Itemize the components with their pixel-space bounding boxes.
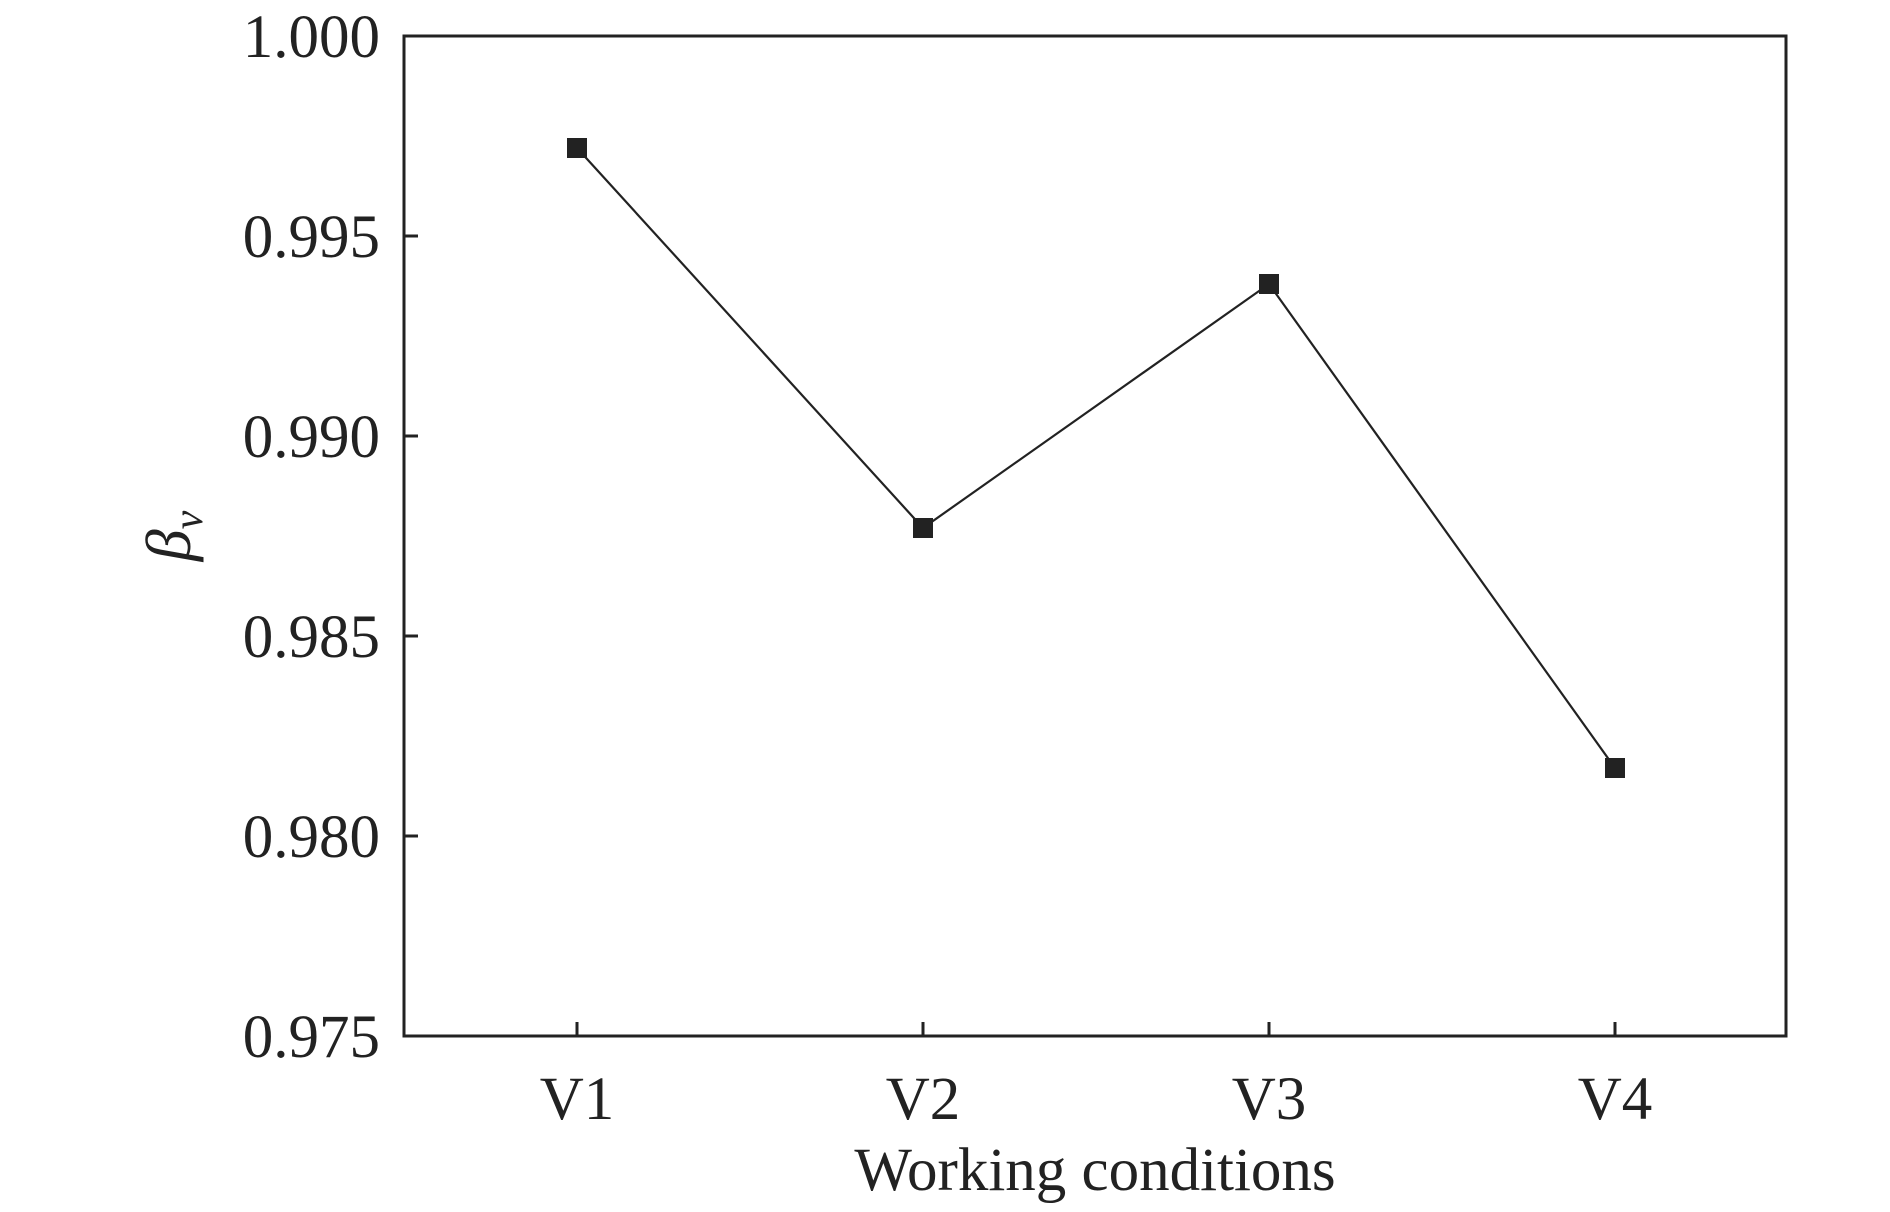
x-tick-label-2: V3 [1232, 1066, 1307, 1133]
y-axis-title-symbol: β [133, 529, 204, 563]
y-tick-label-5: 1.000 [243, 4, 380, 71]
data-point-v2 [913, 518, 933, 538]
x-axis: V1 V2 V3 V4 [540, 1022, 1653, 1133]
series-line-0 [576, 147, 1616, 769]
y-tick-label-3: 0.990 [243, 404, 380, 471]
y-tick-label-4: 0.995 [243, 204, 380, 271]
y-axis-title: βv [133, 510, 212, 563]
svg-text:βv: βv [133, 510, 212, 563]
x-tick-label-1: V2 [886, 1066, 961, 1133]
data-point-v3 [1259, 274, 1279, 294]
y-axis-title-subscript: v [166, 510, 212, 529]
x-tick-label-0: V1 [540, 1066, 615, 1133]
y-tick-label-2: 0.985 [243, 604, 380, 671]
series-layer [567, 138, 1625, 778]
y-axis: 0.975 0.980 0.985 0.990 0.995 1.000 [243, 4, 418, 1071]
data-point-v4 [1605, 758, 1625, 778]
y-tick-label-1: 0.980 [243, 804, 380, 871]
x-tick-label-3: V4 [1578, 1066, 1653, 1133]
plot-frame [402, 34, 1788, 1038]
data-point-v1 [567, 138, 587, 158]
y-tick-label-0: 0.975 [243, 1004, 380, 1071]
x-axis-title: Working conditions [854, 1137, 1335, 1204]
